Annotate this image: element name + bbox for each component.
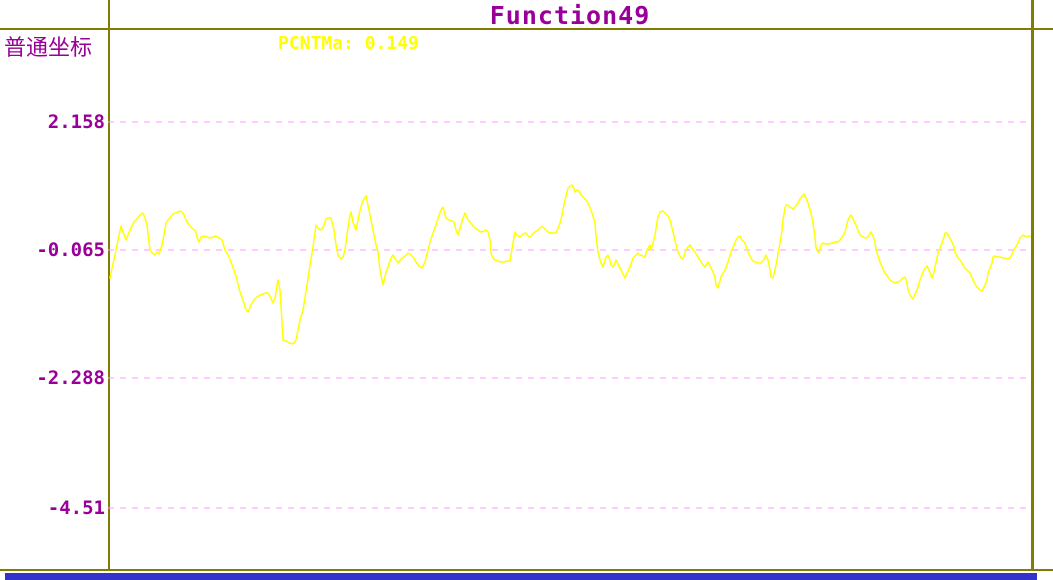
frame-line-top	[0, 28, 1053, 30]
indicator-value-label: PCNTMa: 0.149	[278, 33, 419, 54]
y-axis-tick-label: -4.51	[47, 497, 105, 519]
coordinate-mode-label: 普通坐标	[4, 36, 93, 61]
plot-area[interactable]	[110, 30, 1031, 569]
y-axis-line	[108, 0, 110, 571]
y-axis-tick-label: 2.158	[47, 111, 105, 133]
frame-line-right	[1031, 0, 1034, 571]
frame-line-bottom	[0, 569, 1053, 571]
y-axis-tick-label: -0.065	[36, 239, 105, 261]
y-axis-tick-label: -2.288	[36, 367, 105, 389]
page-title: Function49	[489, 1, 651, 30]
horizontal-scrollbar[interactable]	[5, 573, 1037, 580]
y-axis-labels: 2.158 -0.065 -2.288 -4.51	[0, 0, 105, 580]
